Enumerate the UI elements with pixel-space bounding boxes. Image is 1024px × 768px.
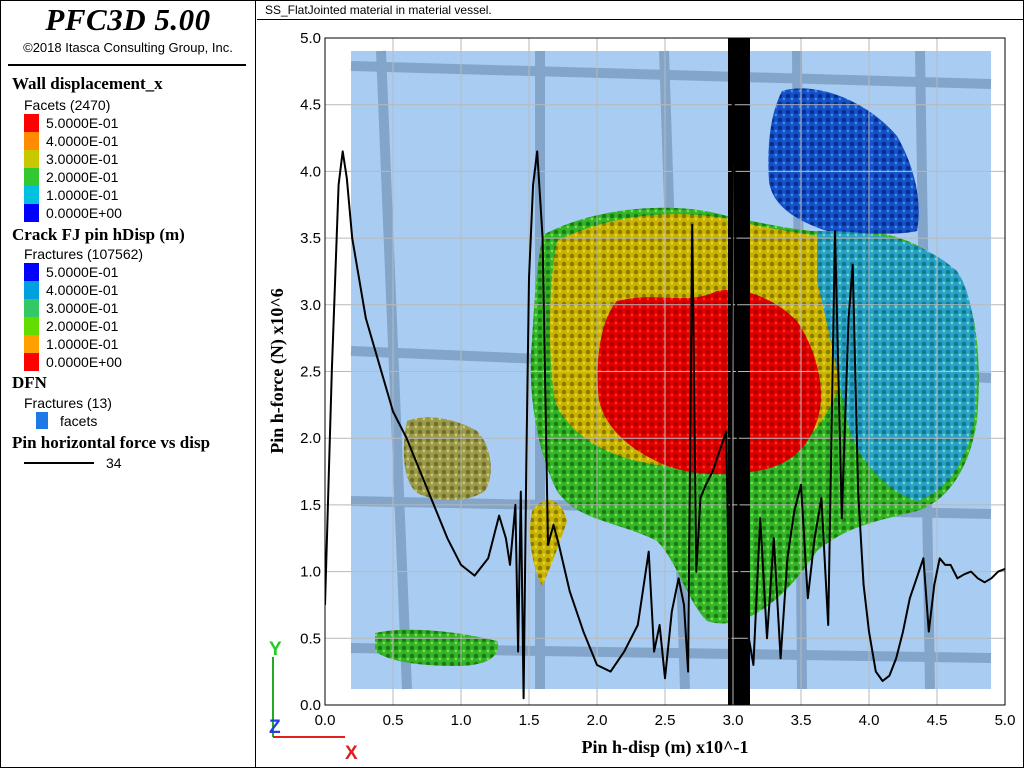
crack-legend-label: 1.0000E-01 [46, 336, 119, 352]
legend-panel: PFC3D 5.00 ©2018 Itasca Consulting Group… [0, 0, 256, 768]
wall-legend-swatch [24, 186, 39, 204]
x-tick-label: 4.5 [927, 712, 948, 729]
wall-legend-label: 3.0000E-01 [46, 151, 119, 167]
triad-y-label: Y [269, 639, 282, 660]
wall-legend-label: 1.0000E-01 [46, 187, 119, 203]
crack-legend-label: 2.0000E-01 [46, 318, 119, 334]
crack-legend-label: 3.0000E-01 [46, 300, 119, 316]
crack-legend-swatch [24, 317, 39, 335]
crack-legend-swatch [24, 353, 39, 371]
x-tick-label: 3.5 [791, 712, 812, 729]
y-tick-label: 1.5 [300, 497, 321, 514]
y-tick-label: 0.5 [300, 630, 321, 647]
wall-legend-title: Wall displacement_x [12, 74, 163, 93]
wall-legend-swatch [24, 204, 39, 222]
x-tick-label: 4.0 [859, 712, 880, 729]
y-tick-label: 2.5 [300, 364, 321, 381]
y-tick-label: 5.0 [300, 30, 321, 47]
copyright-text: ©2018 Itasca Consulting Group, Inc. [23, 40, 233, 55]
triad-z-label: Z [269, 717, 281, 738]
y-tick-label: 3.0 [300, 297, 321, 314]
axes-triad: Y X Z [269, 639, 358, 764]
crack-legend-swatch [24, 263, 39, 281]
triad-x-label: X [345, 743, 358, 764]
dfn-legend-title: DFN [12, 373, 47, 392]
app-title: PFC3D 5.00 [45, 2, 211, 37]
pin-legend-title: Pin horizontal force vs disp [12, 433, 211, 452]
x-tick-label: 3.0 [723, 712, 744, 729]
y-axis-title: Pin h-force (N) x10^6 [267, 288, 288, 454]
pin-series-label: 34 [106, 455, 122, 471]
x-tick-labels: 0.0 0.5 1.0 1.5 2.0 2.5 3.0 3.5 4.0 4.5 5.0 [315, 712, 1016, 729]
wall-legend-label: 5.0000E-01 [46, 115, 119, 131]
x-tick-label: 5.0 [995, 712, 1016, 729]
crack-legend-swatch [24, 299, 39, 317]
wall-legend-label: 0.0000E+00 [46, 205, 122, 221]
y-tick-label: 1.0 [300, 564, 321, 581]
plot-title: SS_FlatJointed material in material vess… [257, 0, 1023, 20]
crack-legend-label: 5.0000E-01 [46, 264, 119, 280]
wall-legend-swatch [24, 114, 39, 132]
series-line-34 [325, 38, 1005, 700]
y-tick-labels: 0.0 0.5 1.0 1.5 2.0 2.5 3.0 3.5 4.0 4.5 5.0 [300, 30, 321, 714]
dfn-facets-label: facets [60, 413, 98, 429]
crack-legend-label: 4.0000E-01 [46, 282, 119, 298]
crack-legend-swatch [24, 335, 39, 353]
wall-legend-subtitle: Facets (2470) [24, 97, 111, 113]
crack-legend-subtitle: Fractures (107562) [24, 246, 144, 262]
dfn-legend-subtitle: Fractures (13) [24, 395, 112, 411]
y-tick-label: 3.5 [300, 230, 321, 247]
crack-legend-label: 0.0000E+00 [46, 354, 122, 370]
y-tick-label: 4.5 [300, 97, 321, 114]
x-tick-label: 0.5 [383, 712, 404, 729]
x-tick-label: 1.0 [451, 712, 472, 729]
wall-legend-swatch [24, 132, 39, 150]
crack-legend-title: Crack FJ pin hDisp (m) [12, 225, 185, 244]
y-tick-label: 0.0 [300, 697, 321, 714]
x-tick-label: 2.0 [587, 712, 608, 729]
wall-legend-swatch [24, 168, 39, 186]
x-axis-title: Pin h-disp (m) x10^-1 [582, 737, 749, 758]
x-tick-label: 2.5 [655, 712, 676, 729]
plot-area[interactable]: 0.0 0.5 1.0 1.5 2.0 2.5 3.0 3.5 4.0 4.5 5.0 0.0 0.5… [257, 21, 1023, 767]
wall-legend-label: 4.0000E-01 [46, 133, 119, 149]
particle-assembly [375, 88, 979, 666]
pin-line-sample [24, 462, 94, 464]
x-tick-label: 1.5 [519, 712, 540, 729]
plot-frame [324, 37, 1006, 706]
x-tick-label: 0.0 [315, 712, 336, 729]
y-tick-label: 2.0 [300, 430, 321, 447]
crack-legend-swatch [24, 281, 39, 299]
wall-legend-label: 2.0000E-01 [46, 169, 119, 185]
y-tick-label: 4.0 [300, 163, 321, 180]
divider [8, 64, 246, 66]
model-view [350, 38, 992, 705]
wall-legend-swatch [24, 150, 39, 168]
grid-lines [325, 38, 1005, 705]
dfn-facets-swatch [36, 412, 48, 429]
